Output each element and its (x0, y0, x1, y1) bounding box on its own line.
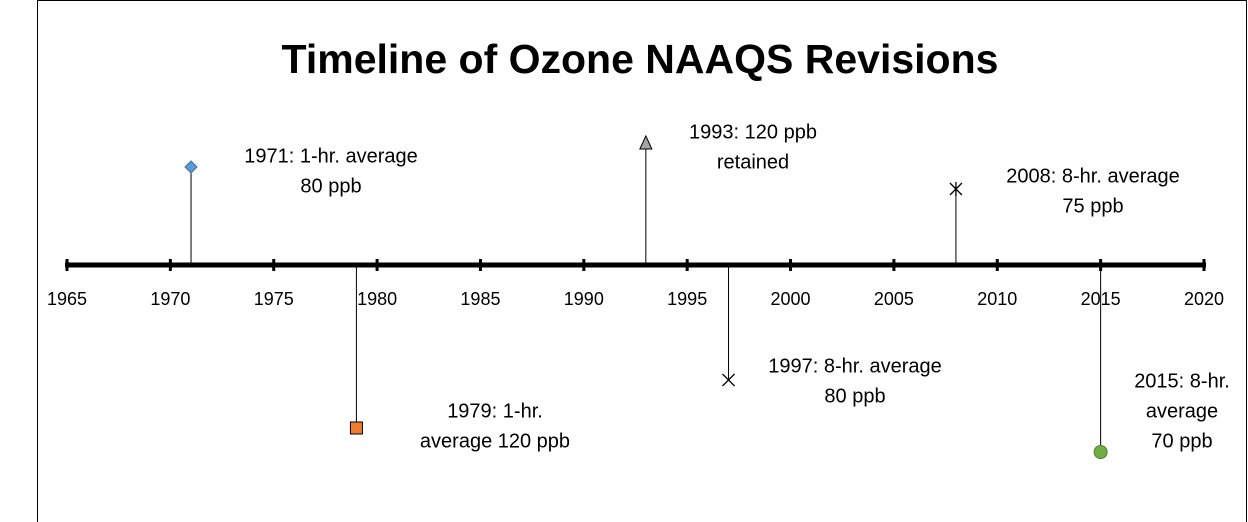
x-tick-label: 1995 (667, 289, 707, 309)
event-label: 80 ppb (300, 175, 361, 197)
event-marker (722, 373, 735, 387)
event-marker (949, 182, 963, 196)
chart-border (37, 0, 1247, 522)
x-tick-label: 2000 (771, 289, 811, 309)
event-label: average 120 ppb (420, 430, 570, 452)
event-marker (639, 134, 653, 150)
event-marker (184, 160, 198, 174)
x-tick-label: 1970 (150, 289, 190, 309)
event-label: average (1146, 400, 1218, 422)
event-label: 80 ppb (824, 385, 885, 407)
event-label: 1993: 120 ppb (689, 121, 817, 143)
event-label: 1997: 8-hr. average (768, 355, 941, 377)
event-label: 2015: 8-hr. (1134, 370, 1230, 392)
event-label: retained (717, 151, 789, 173)
event-marker (349, 421, 363, 435)
event-label: 75 ppb (1062, 195, 1123, 217)
x-tick-label: 2005 (874, 289, 914, 309)
event-label: 2008: 8-hr. average (1006, 165, 1179, 187)
x-tick-label: 1990 (564, 289, 604, 309)
event-label: 70 ppb (1151, 430, 1212, 452)
x-tick-label: 1980 (357, 289, 397, 309)
x-tick-label: 1965 (47, 289, 87, 309)
x-tick-label: 1975 (254, 289, 294, 309)
x-tick-label: 2010 (977, 289, 1017, 309)
event-label: 1971: 1-hr. average (244, 145, 417, 167)
event-marker (1093, 445, 1108, 459)
x-tick-label: 2020 (1184, 289, 1224, 309)
chart-title: Timeline of Ozone NAAQS Revisions (282, 36, 999, 82)
event-label: 1979: 1-hr. (447, 400, 543, 422)
x-tick-label: 1985 (460, 289, 500, 309)
